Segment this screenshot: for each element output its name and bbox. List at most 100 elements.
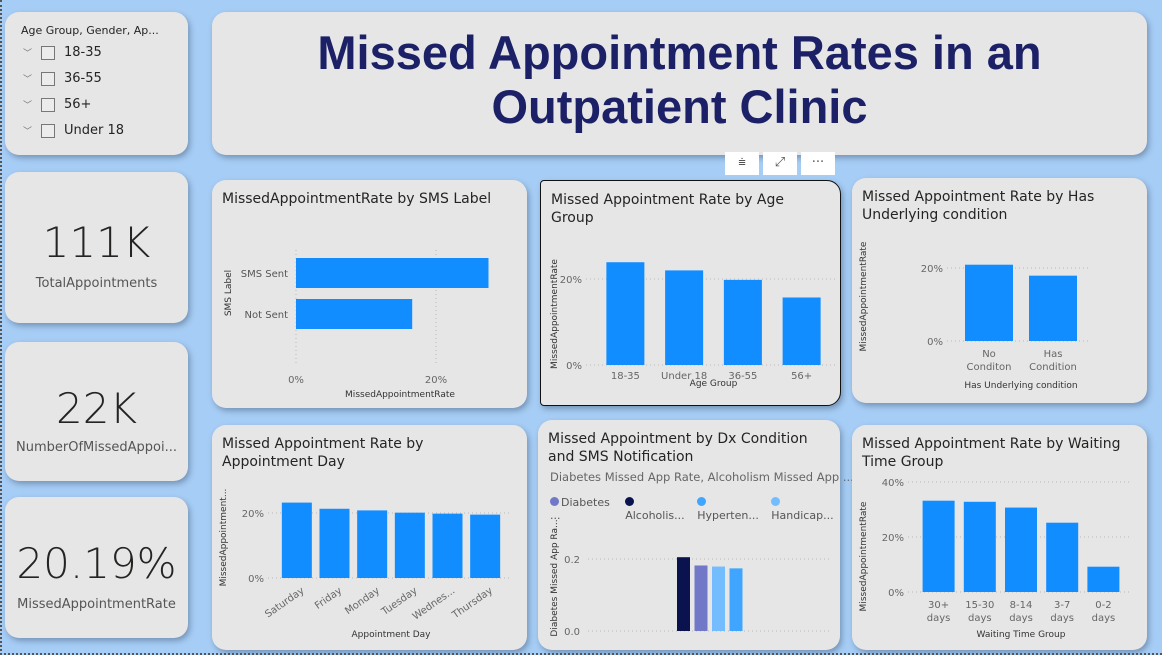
bar[interactable] [606,262,645,365]
x-tick-label: 30+ days [927,600,951,624]
bar-diabetes[interactable] [694,565,708,631]
checkbox[interactable] [41,97,55,112]
y-tick-label: 20% [921,264,943,275]
y-tick-label: 20% [242,509,264,520]
x-tick-label: 0% [288,375,304,386]
slicer-item-18-35[interactable]: ﹀ 18-35 [23,45,102,60]
bar[interactable] [963,501,996,592]
chart-plot: 0% 20% No Conditon Has Condition Has Underlyin… [859,241,1090,391]
x-tick-label: Monday [343,585,382,617]
legend-item[interactable]: Handicap... [771,496,840,522]
slicer-title: Age Group, Gender, Ap... [21,24,159,37]
bar[interactable] [1087,566,1120,592]
x-tick-label: 18-35 [611,371,640,382]
slicer-item-label: Under 18 [64,123,125,138]
chart-title: Missed Appointment Rate by Appointment D… [222,436,424,470]
x-tick-label: 20% [425,375,447,386]
bar[interactable] [394,512,425,578]
chart-legend: Diabetes ... Alcoholis... Hyperten... Ha… [550,496,840,522]
bar-handicap[interactable] [712,566,725,631]
chart-title: Missed Appointment Rate by Age Group [551,192,784,226]
filter-icon[interactable]: ⩧ [725,152,759,175]
checkbox[interactable] [41,71,55,86]
kpi-missed-rate: 20.19% MissedAppointmentRate [5,497,188,638]
bar[interactable] [432,513,463,578]
more-options-icon[interactable]: ··· [801,152,835,175]
chevron-down-icon[interactable]: ﹀ [23,101,33,111]
bar[interactable] [1029,275,1077,341]
x-tick-label: No Conditon [967,349,1012,373]
bar[interactable] [1005,507,1037,592]
chart-age-group[interactable]: Missed Appointment Rate by Age Group 0% 2… [540,180,841,406]
kpi-total-appointments: 111K TotalAppointments [5,172,188,323]
y-tick-label: 20% [560,275,582,286]
x-tick-label: Has Condition [1029,349,1077,373]
x-axis-title: Age Group [690,379,738,389]
chart-plot: 0% 20% SMS Sent Not Sent MissedAppointmentRa… [224,250,489,400]
y-tick-label: 0.0 [564,627,580,638]
slicer-item-label: 36-55 [64,71,102,86]
bar-hypertension[interactable] [729,568,743,631]
x-tick-label: 3-7 days [1050,600,1074,624]
kpi-label: MissedAppointmentRate [17,597,176,612]
page-title: Missed Appointment Rates in an Outpatien… [317,26,1042,133]
title-card: Missed Appointment Rates in an Outpatien… [212,12,1147,155]
bar[interactable] [296,258,489,288]
bar[interactable] [782,297,821,365]
focus-mode-icon[interactable]: ⤢ [763,152,797,175]
bar[interactable] [922,500,955,592]
canvas-bottom-border [0,653,1162,655]
legend-label: Hyperten... [697,509,759,522]
y-tick-label: 0.2 [564,555,580,566]
kpi-value: 111K [42,218,151,267]
chart-subtitle: Diabetes Missed App Rate, Alcoholism Mis… [550,470,854,484]
y-axis-title: Diabetes Missed App Ra... [550,519,560,636]
x-tick-label: Thursday [450,585,495,621]
chevron-down-icon[interactable]: ﹀ [23,49,33,59]
bar[interactable] [357,510,388,578]
y-tick-label: 20% [882,533,904,544]
bar[interactable] [296,299,413,329]
slicer-item-label: 18-35 [64,45,102,60]
chart-title: MissedAppointmentRate by SMS Label [222,191,492,207]
chart-sms-label[interactable]: MissedAppointmentRate by SMS Label 0% 20%… [212,180,527,408]
chart-title: Missed Appointment Rate by Waiting Time … [862,436,1121,470]
chart-plot: 0%20%Saturday Friday MondayTuesdayWednes..… [219,489,509,640]
x-tick-label: 8-14 days [1009,600,1033,624]
chart-appointment-day[interactable]: Missed Appointment Rate by Appointment D… [212,425,527,650]
chevron-down-icon[interactable]: ﹀ [23,75,33,85]
x-tick-label: Friday [313,585,344,611]
canvas-left-border [0,0,2,655]
x-axis-title: Has Underlying condition [964,381,1077,391]
x-tick-label: 36-55 [728,371,757,382]
legend-dot-icon [697,497,707,506]
bar[interactable] [665,270,704,365]
checkbox[interactable] [41,45,55,60]
x-tick-label: Under 18 [661,371,707,382]
bar[interactable] [723,279,762,365]
bar-alcoholism[interactable] [677,557,690,631]
kpi-value: 22K [56,384,137,433]
slicer-item-under-18[interactable]: ﹀ Under 18 [23,123,124,138]
bar[interactable] [470,514,501,578]
chevron-down-icon[interactable]: ﹀ [23,127,33,137]
checkbox[interactable] [41,123,55,138]
bar[interactable] [1046,522,1079,592]
age-group-slicer: Age Group, Gender, Ap... ﹀ 18-35 ﹀ 36-55 ﹀… [5,12,188,155]
slicer-item-56-plus[interactable]: ﹀ 56+ [23,97,91,112]
bar[interactable] [965,264,1013,341]
y-axis-title: MissedAppointmentRate [859,501,869,611]
chart-plot: 0% 20% 18-35 Under 18 36-55 56+ Age Group Misse… [550,259,836,389]
legend-item[interactable]: Alcoholis... [625,496,691,522]
chart-waiting-time[interactable]: Missed Appointment Rate by Waiting Time … [852,425,1147,650]
legend-item[interactable]: Diabetes ... [550,496,619,522]
chart-title: Missed Appointment by Dx Condition and S… [548,431,808,465]
legend-item[interactable]: Hyperten... [697,496,765,522]
y-tick-label: SMS Sent [241,269,288,280]
chart-underlying-condition[interactable]: Missed Appointment Rate by Has Underlyin… [852,178,1147,403]
chart-dx-condition[interactable]: Missed Appointment by Dx Condition and S… [538,420,854,650]
legend-label: Handicap... [771,509,834,522]
bar[interactable] [281,502,312,578]
bar[interactable] [319,508,350,578]
slicer-item-36-55[interactable]: ﹀ 36-55 [23,71,102,86]
